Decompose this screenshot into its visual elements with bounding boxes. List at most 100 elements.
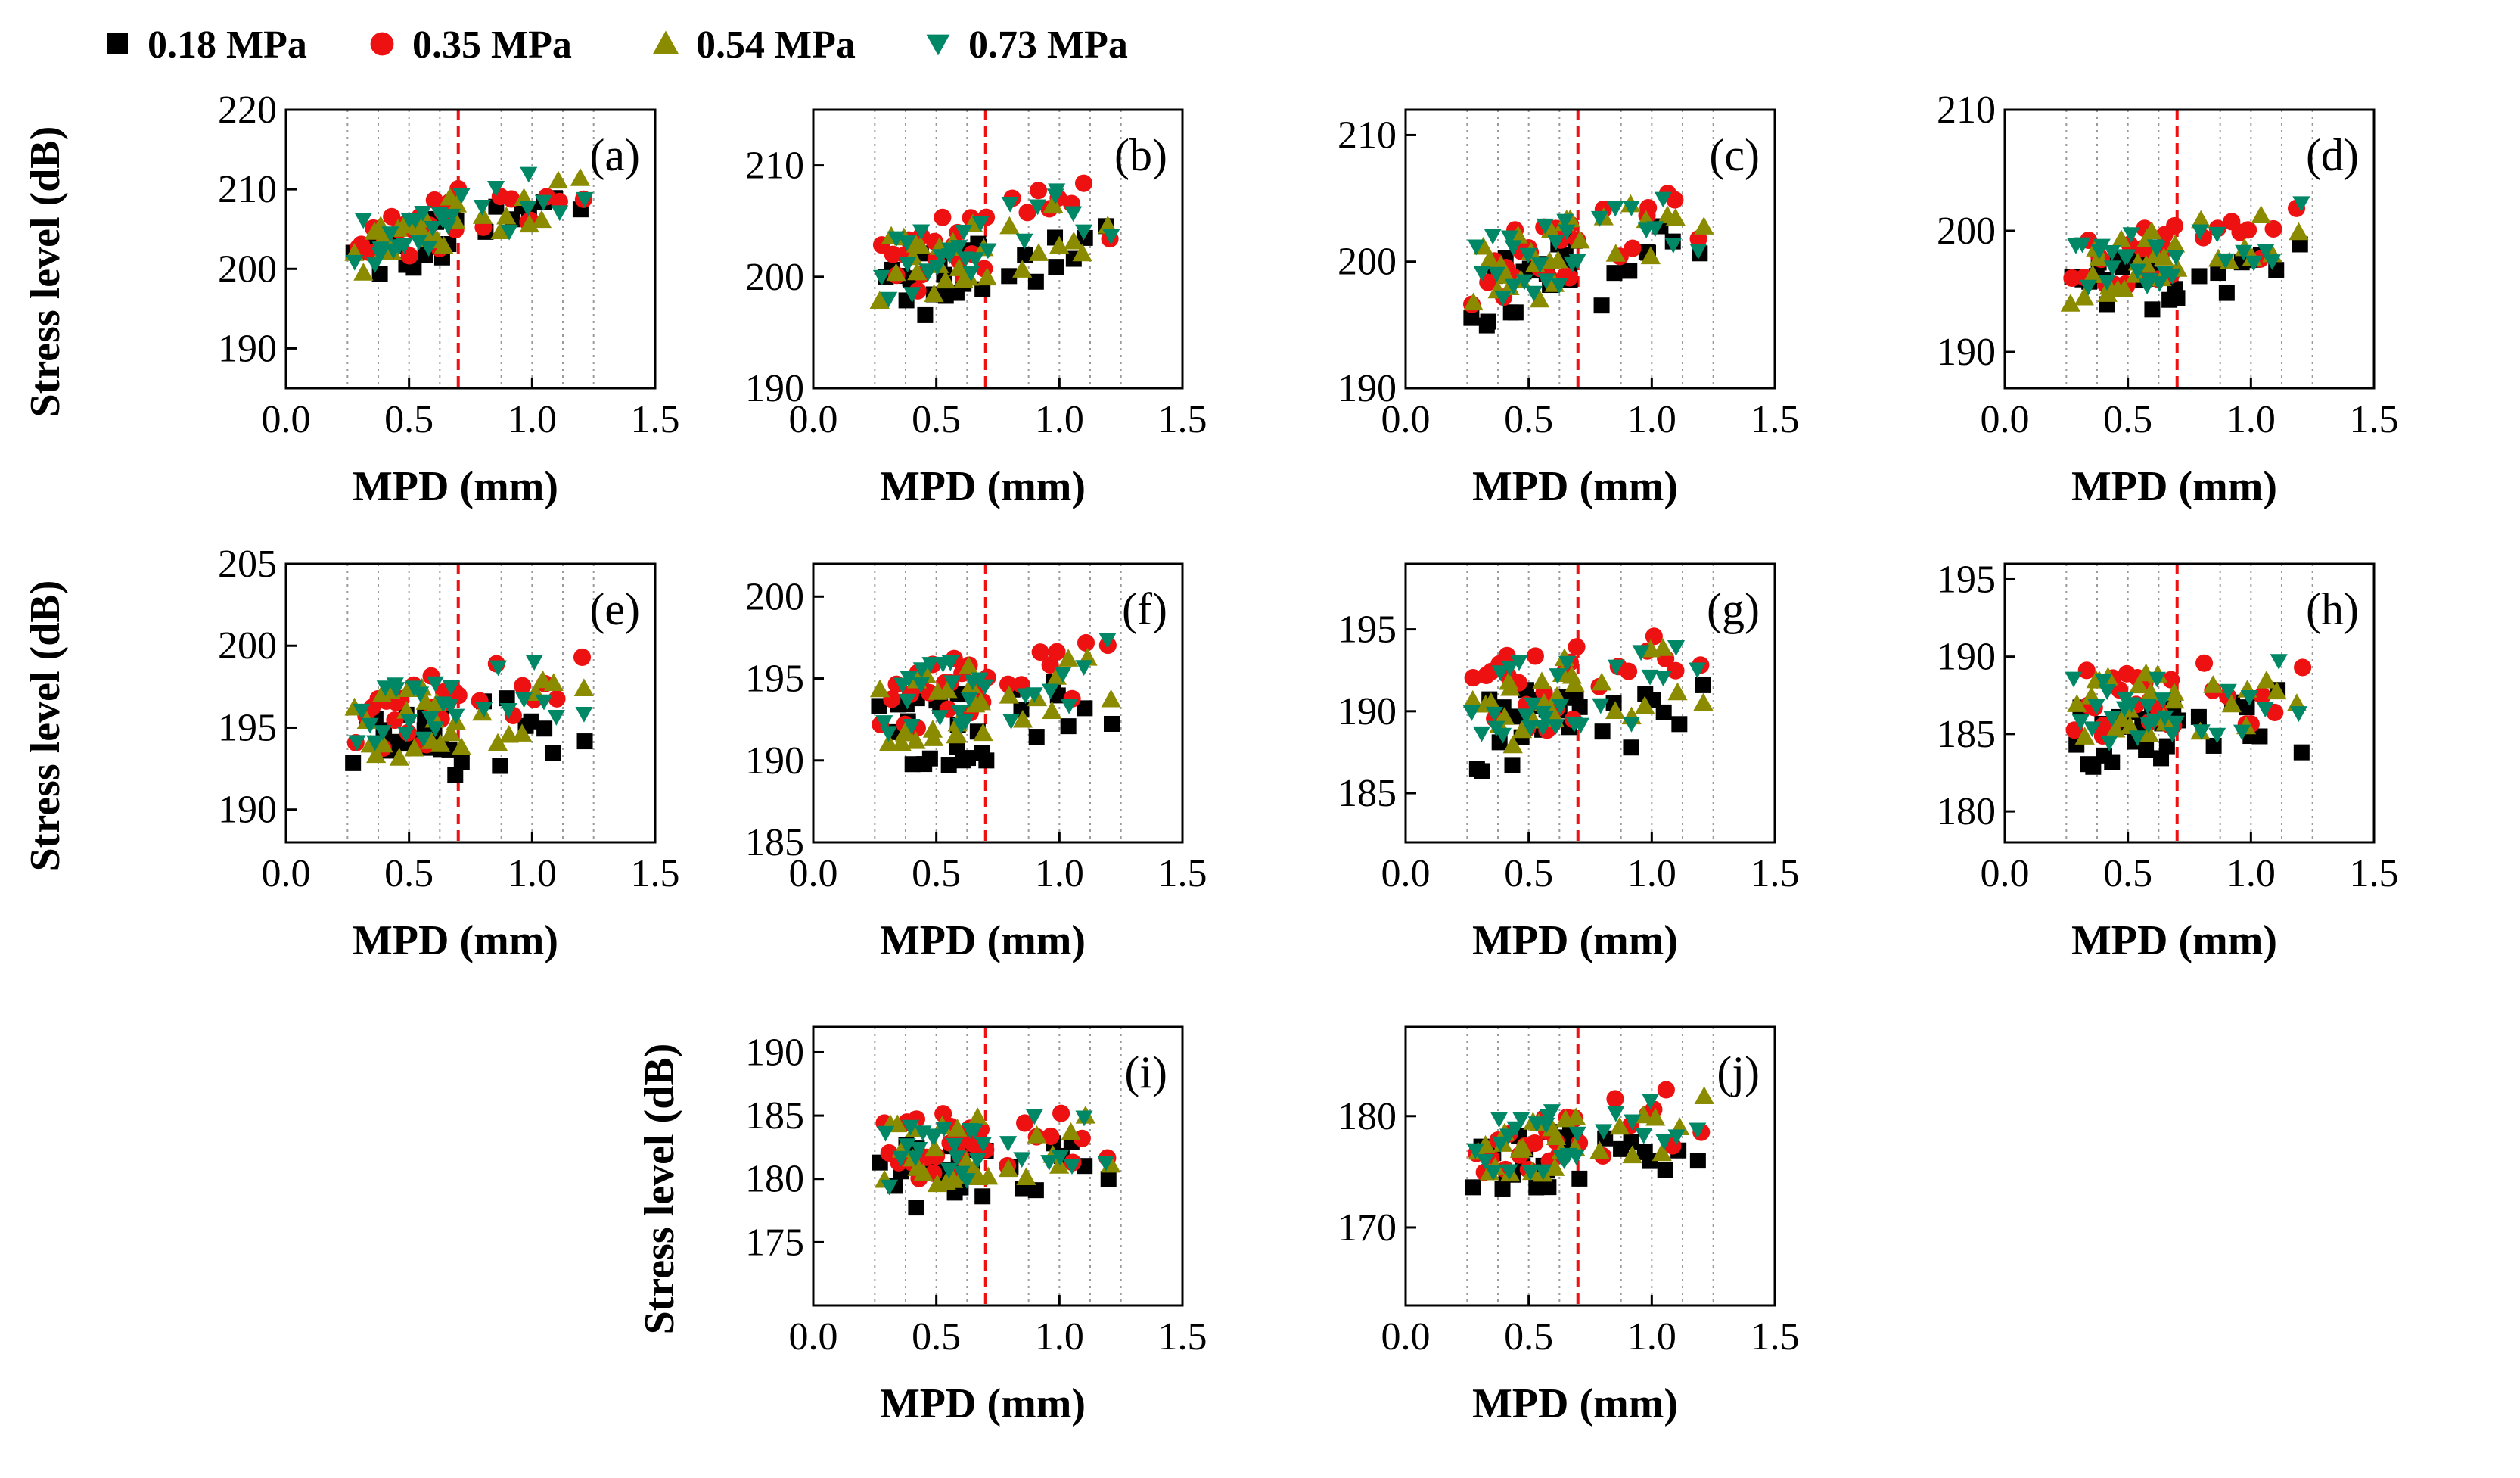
x-tick-label: 0.5	[912, 1315, 961, 1358]
scatter-point	[940, 1162, 958, 1179]
scatter-point	[576, 191, 594, 208]
scatter-point	[2105, 719, 2126, 738]
legend-entry: 0.54 MPa	[652, 23, 856, 67]
scatter-point	[960, 750, 977, 767]
x-tick-label: 0.0	[1381, 398, 1431, 441]
y-tick-label: 210	[1937, 89, 1996, 132]
scatter-point	[1592, 672, 1612, 691]
scatter-point	[935, 1121, 953, 1137]
scatter-point	[955, 225, 973, 241]
scatter-point	[2163, 727, 2181, 742]
scatter-point	[1568, 638, 1586, 656]
scatter-point	[924, 1138, 945, 1157]
scatter-point	[1547, 235, 1565, 251]
x-tick-label: 1.5	[2350, 852, 2399, 895]
chart-panel: 0.0 0.5 1.0 1.5 185 190 195 MPD (mm) (g)	[1338, 562, 1800, 964]
scatter-point	[1624, 1114, 1642, 1131]
scatter-point	[1525, 1134, 1544, 1153]
scatter-point	[1031, 643, 1049, 661]
scatter-point	[1537, 1117, 1555, 1134]
panel-label: (b)	[1114, 130, 1167, 180]
scatter-point	[1100, 1171, 1117, 1187]
scatter-point	[974, 1136, 993, 1153]
scatter-point	[962, 266, 980, 282]
scatter-point	[1481, 692, 1502, 711]
scatter-point	[2219, 683, 2237, 700]
scatter-point	[1075, 1110, 1093, 1127]
x-tick-label: 0.5	[384, 852, 433, 895]
scatter-point	[486, 181, 505, 197]
scatter-point	[1506, 1121, 1524, 1137]
scatter-point	[999, 686, 1019, 704]
scatter-point	[2167, 250, 2185, 266]
scatter-point	[1620, 662, 1638, 680]
panel-label: (j)	[1717, 1047, 1760, 1097]
scatter-point	[1606, 201, 1624, 217]
scatter-point	[1521, 1165, 1540, 1181]
scatter-point	[2239, 699, 2255, 716]
scatter-point	[1505, 278, 1523, 295]
scatter-point	[941, 655, 959, 671]
scatter-point	[976, 679, 994, 695]
scatter-point	[1654, 671, 1673, 687]
scatter-point	[1657, 1081, 1675, 1099]
scatter-point	[2093, 238, 2111, 255]
scatter-points	[344, 166, 594, 282]
scatter-point	[2122, 227, 2140, 244]
scatter-point	[1639, 198, 1658, 217]
x-axis-title: MPD (mm)	[1472, 917, 1678, 964]
chart-panel: 0.0 0.5 1.0 1.5 190 200 210 220 MPD (mm) Stress l…	[22, 89, 680, 510]
scatter-point	[1016, 1167, 1036, 1186]
scatter-point	[1655, 704, 1672, 720]
scatter-point	[1571, 717, 1589, 734]
scatter-point	[924, 284, 944, 303]
scatter-point	[1073, 1129, 1091, 1147]
scatter-point	[2203, 675, 2223, 693]
x-tick-label: 1.5	[631, 852, 680, 895]
scatter-point	[1501, 660, 1519, 677]
panel-label: (i)	[1124, 1047, 1167, 1097]
x-axis-title: MPD (mm)	[1472, 1380, 1678, 1427]
scatter-point	[872, 269, 890, 286]
scatter-point	[1594, 723, 1611, 740]
scatter-point	[2060, 294, 2080, 312]
x-tick-label: 0.5	[912, 398, 961, 441]
scatter-point	[1534, 1164, 1552, 1181]
scatter-point	[2292, 236, 2308, 253]
scatter-point	[575, 706, 593, 723]
panel-label: (d)	[2306, 130, 2359, 180]
scatter-point	[426, 676, 444, 692]
scatter-point	[1494, 707, 1515, 725]
y-tick-label: 185	[1338, 772, 1397, 815]
scatter-point	[1048, 259, 1064, 275]
scatter-point	[1540, 220, 1561, 238]
x-tick-label: 1.5	[1751, 1315, 1800, 1358]
scatter-point	[1622, 201, 1640, 216]
scatter-point	[1507, 304, 1524, 321]
scatter-point	[937, 680, 958, 699]
scatter-point	[1484, 229, 1502, 245]
scatter-point	[1694, 1086, 1714, 1104]
legend-label: 0.35 MPa	[412, 23, 572, 67]
scatter-point	[1567, 1149, 1585, 1165]
scatter-point	[1635, 695, 1655, 714]
y-tick-label: 200	[745, 256, 804, 299]
x-tick-label: 1.5	[1751, 398, 1800, 441]
panel-label: (c)	[1709, 130, 1760, 180]
scatter-point	[946, 1137, 964, 1154]
scatter-point	[2136, 663, 2156, 682]
scatter-point	[2253, 686, 2271, 705]
legend-label: 0.18 MPa	[148, 23, 307, 67]
scatter-point	[1592, 698, 1610, 714]
scatter-point	[1534, 720, 1552, 736]
scatter-point	[1646, 221, 1664, 238]
x-tick-label: 1.0	[1627, 852, 1676, 895]
legend-marker	[370, 32, 394, 56]
y-tick-label: 170	[1338, 1206, 1397, 1249]
scatter-point	[931, 710, 949, 726]
y-tick-label: 185	[745, 1094, 804, 1137]
scatter-point	[1041, 656, 1059, 674]
scatter-point	[1042, 701, 1062, 720]
y-tick-label: 195	[745, 658, 804, 701]
scatter-point	[2111, 229, 2132, 247]
